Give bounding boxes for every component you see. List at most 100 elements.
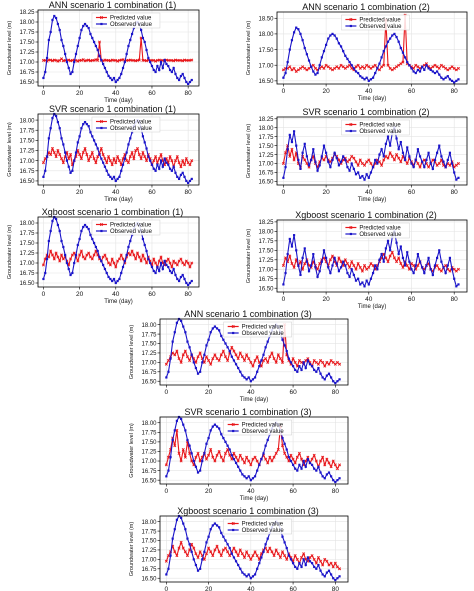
observed-point <box>303 142 306 145</box>
predicted-point <box>382 63 386 67</box>
observed-point <box>382 260 385 263</box>
observed-point <box>167 370 170 373</box>
observed-point <box>102 62 105 66</box>
observed-point <box>58 127 61 130</box>
observed-point <box>421 65 424 68</box>
predicted-point <box>49 153 53 157</box>
observed-point <box>105 70 108 74</box>
legend-box <box>223 321 292 338</box>
x-tick-label: 0 <box>165 586 169 591</box>
observed-point <box>230 454 233 457</box>
predicted-point <box>456 66 460 70</box>
observed-point <box>414 264 417 267</box>
observed-point <box>295 144 298 147</box>
observed-point <box>289 558 293 561</box>
predicted-point <box>234 550 238 554</box>
observed-point <box>258 463 261 466</box>
observed-point <box>319 569 322 572</box>
observed-point <box>410 268 413 271</box>
observed-point <box>322 50 326 53</box>
observed-point <box>130 32 134 36</box>
observed-point <box>302 558 305 561</box>
observed-point <box>150 163 154 166</box>
observed-point <box>301 256 304 259</box>
predicted-point <box>281 162 285 166</box>
observed-point <box>188 179 192 183</box>
legend-predicted-marker <box>349 17 353 22</box>
observed-point <box>378 153 381 156</box>
observed-point <box>207 338 210 341</box>
observed-point <box>325 473 328 476</box>
y-tick-label: 18.00 <box>141 323 157 329</box>
observed-point <box>73 261 76 265</box>
observed-point <box>297 264 300 267</box>
x-tick-label: 20 <box>322 88 330 95</box>
predicted-point <box>219 554 223 558</box>
predicted-point <box>386 63 390 67</box>
predicted-point <box>274 548 278 552</box>
observed-point <box>237 563 240 567</box>
observed-point <box>67 267 70 271</box>
observed-point <box>330 475 333 478</box>
observed-point <box>333 256 336 259</box>
observed-point <box>446 158 449 162</box>
observed-point <box>74 52 78 56</box>
observed-point <box>47 239 50 243</box>
predicted-point <box>145 261 149 265</box>
predicted-point <box>285 455 289 459</box>
observed-point <box>284 271 287 275</box>
observed-point <box>359 283 362 286</box>
observed-point <box>105 271 108 275</box>
observed-point <box>256 370 259 373</box>
observed-point <box>116 78 119 82</box>
observed-point <box>299 167 302 170</box>
observed-point <box>304 366 307 370</box>
legend-box <box>223 419 292 436</box>
observed-point <box>292 31 296 34</box>
observed-point <box>453 171 456 174</box>
y-tick-label: 17.00 <box>258 267 274 273</box>
y-tick-label: 16.50 <box>258 286 274 292</box>
legend-predicted-marker <box>231 521 235 526</box>
observed-point <box>230 355 233 358</box>
observed-point <box>78 36 81 40</box>
observed-point <box>154 271 157 275</box>
observed-point <box>220 531 223 535</box>
observed-point <box>92 241 96 245</box>
observed-point <box>308 560 312 563</box>
observed-point <box>414 71 417 75</box>
predicted-point <box>303 262 307 266</box>
legend-predicted-marker <box>99 119 103 124</box>
observed-point <box>49 229 52 233</box>
predicted-point <box>183 550 187 554</box>
predicted-point <box>112 157 116 161</box>
predicted-point <box>238 548 242 552</box>
predicted-point <box>166 257 170 261</box>
observed-point <box>241 374 244 377</box>
predicted-point <box>181 59 185 63</box>
y-axis-label: Groundwater level (m) <box>246 229 252 284</box>
observed-point <box>283 344 286 347</box>
observed-point <box>78 135 81 138</box>
observed-point <box>438 249 441 252</box>
predicted-point <box>58 153 62 157</box>
observed-point <box>318 270 321 273</box>
observed-point <box>297 28 300 31</box>
predicted-point <box>198 459 202 463</box>
predicted-point <box>143 155 147 159</box>
predicted-point <box>247 554 251 558</box>
predicted-point <box>323 463 327 467</box>
observed-point <box>176 277 179 281</box>
predicted-point <box>291 357 295 361</box>
observed-point <box>91 36 94 40</box>
predicted-point <box>321 360 325 364</box>
observed-point <box>143 141 146 144</box>
chart-panel: ANN scenario 1 combination (1) 0 20 40 60 80 1… <box>7 0 200 104</box>
y-tick-label: 18.00 <box>19 221 35 227</box>
predicted-point <box>59 157 64 161</box>
x-tick-label: 40 <box>112 291 120 298</box>
y-tick-label: 17.50 <box>19 40 35 46</box>
observed-point <box>107 173 110 176</box>
predicted-point <box>207 358 211 363</box>
